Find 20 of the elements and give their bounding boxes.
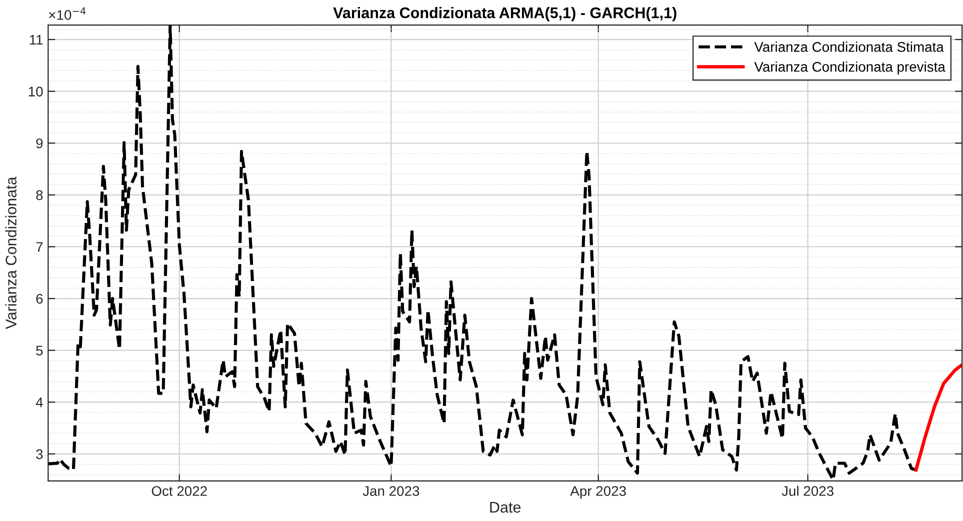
- line-series: [914, 363, 962, 472]
- y-tick-label: 7: [36, 242, 43, 252]
- x-tick-label: Jul 2023: [782, 486, 834, 496]
- legend-label: Varianza Condizionata prevista: [754, 62, 946, 75]
- y-tick-label: 3: [36, 449, 43, 460]
- y-tick-label: 6: [36, 294, 43, 304]
- y-axis-title: Varianza Condizionata: [5, 176, 16, 330]
- x-tick-label: Oct 2022: [152, 486, 207, 496]
- y-tick-label: 8: [36, 190, 43, 200]
- y-tick-label: 10: [28, 86, 43, 96]
- x-tick-label: Jan 2023: [362, 486, 420, 496]
- y-tick-label: 9: [36, 138, 43, 148]
- x-tick-label: Apr 2023: [570, 486, 626, 499]
- x-axis-title: Date: [490, 502, 521, 513]
- y-tick-label: 4: [36, 398, 43, 408]
- legend-label: Varianza Condizionata Stimata: [754, 42, 944, 52]
- chart-title: Varianza Condizionata ARMA(5,1) - GARCH(1,1): [333, 6, 676, 22]
- text: ×10$^{−4}$: [49, 7, 86, 20]
- y-tick-label: 5: [36, 346, 43, 356]
- y-tick-label: 11: [30, 34, 43, 45]
